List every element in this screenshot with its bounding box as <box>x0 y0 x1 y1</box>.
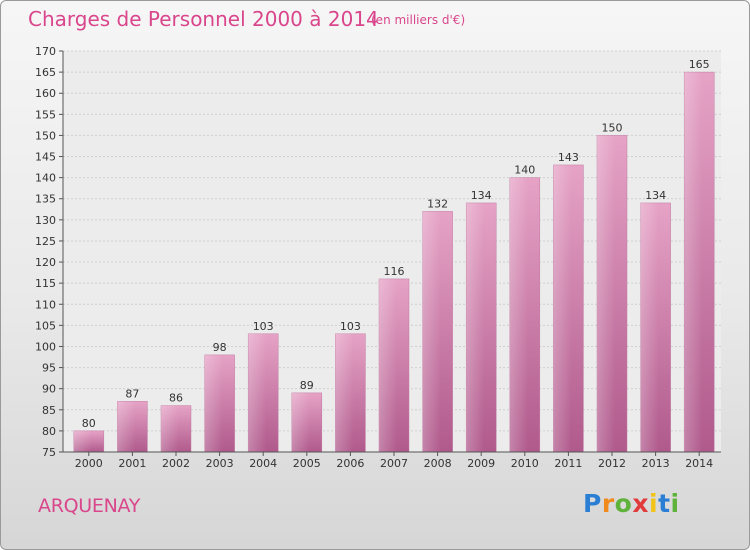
y-tick-label: 120 <box>35 256 56 269</box>
x-tick-label: 2010 <box>511 457 539 470</box>
x-tick-label: 2002 <box>162 457 190 470</box>
y-tick-label: 100 <box>35 340 56 353</box>
value-label: 132 <box>427 197 448 210</box>
x-tick-label: 2014 <box>685 457 713 470</box>
x-tick-label: 2000 <box>75 457 103 470</box>
x-tick-label: 2008 <box>424 457 452 470</box>
x-tick-label: 2001 <box>118 457 146 470</box>
x-tick-label: 2011 <box>554 457 582 470</box>
value-label: 143 <box>558 151 579 164</box>
y-tick-label: 140 <box>35 172 56 185</box>
x-tick-label: 2009 <box>467 457 495 470</box>
value-label: 86 <box>169 392 183 405</box>
y-tick-label: 165 <box>35 66 56 79</box>
y-tick-label: 85 <box>42 404 56 417</box>
value-label: 87 <box>125 387 139 400</box>
bar-highlight <box>640 202 671 452</box>
town-name: ARQUENAY <box>38 495 141 517</box>
y-tick-label: 90 <box>42 383 56 396</box>
y-tick-label: 130 <box>35 214 56 227</box>
chart-title: Charges de Personnel 2000 à 2014 <box>28 7 379 31</box>
value-label: 80 <box>82 417 96 430</box>
y-tick-label: 145 <box>35 151 56 164</box>
x-tick-label: 2006 <box>336 457 364 470</box>
y-tick-label: 115 <box>35 277 56 290</box>
bar-highlight <box>509 177 540 452</box>
bar-highlight <box>466 202 497 452</box>
x-tick-label: 2013 <box>642 457 670 470</box>
x-tick-label: 2012 <box>598 457 626 470</box>
value-label: 140 <box>514 164 535 177</box>
value-label: 134 <box>645 189 666 202</box>
bar-highlight <box>117 401 148 452</box>
bar-highlight <box>379 278 409 452</box>
bar-highlight <box>291 392 322 452</box>
bar-highlight <box>204 354 235 452</box>
y-tick-label: 75 <box>42 446 56 459</box>
bar-highlight <box>553 164 584 452</box>
y-tick-label: 170 <box>35 45 56 58</box>
bar-highlight <box>73 430 104 452</box>
value-label: 103 <box>253 320 274 333</box>
y-tick-label: 80 <box>42 425 56 438</box>
bar-highlight <box>422 211 453 452</box>
bar-highlight <box>248 333 279 452</box>
proxiti-logo: Proxiti <box>583 489 680 518</box>
y-tick-label: 125 <box>35 235 56 248</box>
value-label: 103 <box>340 320 361 333</box>
y-tick-label: 110 <box>35 298 56 311</box>
x-tick-label: 2003 <box>206 457 234 470</box>
y-tick-label: 135 <box>35 193 56 206</box>
value-label: 89 <box>300 379 314 392</box>
bar-highlight <box>161 405 191 452</box>
y-tick-label: 95 <box>42 362 56 375</box>
y-tick-label: 160 <box>35 87 56 100</box>
value-label: 150 <box>602 121 623 134</box>
y-tick-label: 155 <box>35 108 56 121</box>
x-tick-label: 2004 <box>249 457 277 470</box>
y-tick-label: 150 <box>35 129 56 142</box>
y-tick-label: 105 <box>35 319 56 332</box>
value-label: 134 <box>471 189 492 202</box>
bar-highlight <box>684 72 715 453</box>
bar-highlight <box>597 135 627 452</box>
x-tick-label: 2007 <box>380 457 408 470</box>
value-label: 116 <box>384 265 405 278</box>
x-tick-label: 2005 <box>293 457 321 470</box>
value-label: 98 <box>213 341 227 354</box>
value-label: 165 <box>689 58 710 71</box>
bar-highlight <box>335 333 366 452</box>
chart-subtitle: (en milliers d'€) <box>371 13 466 27</box>
